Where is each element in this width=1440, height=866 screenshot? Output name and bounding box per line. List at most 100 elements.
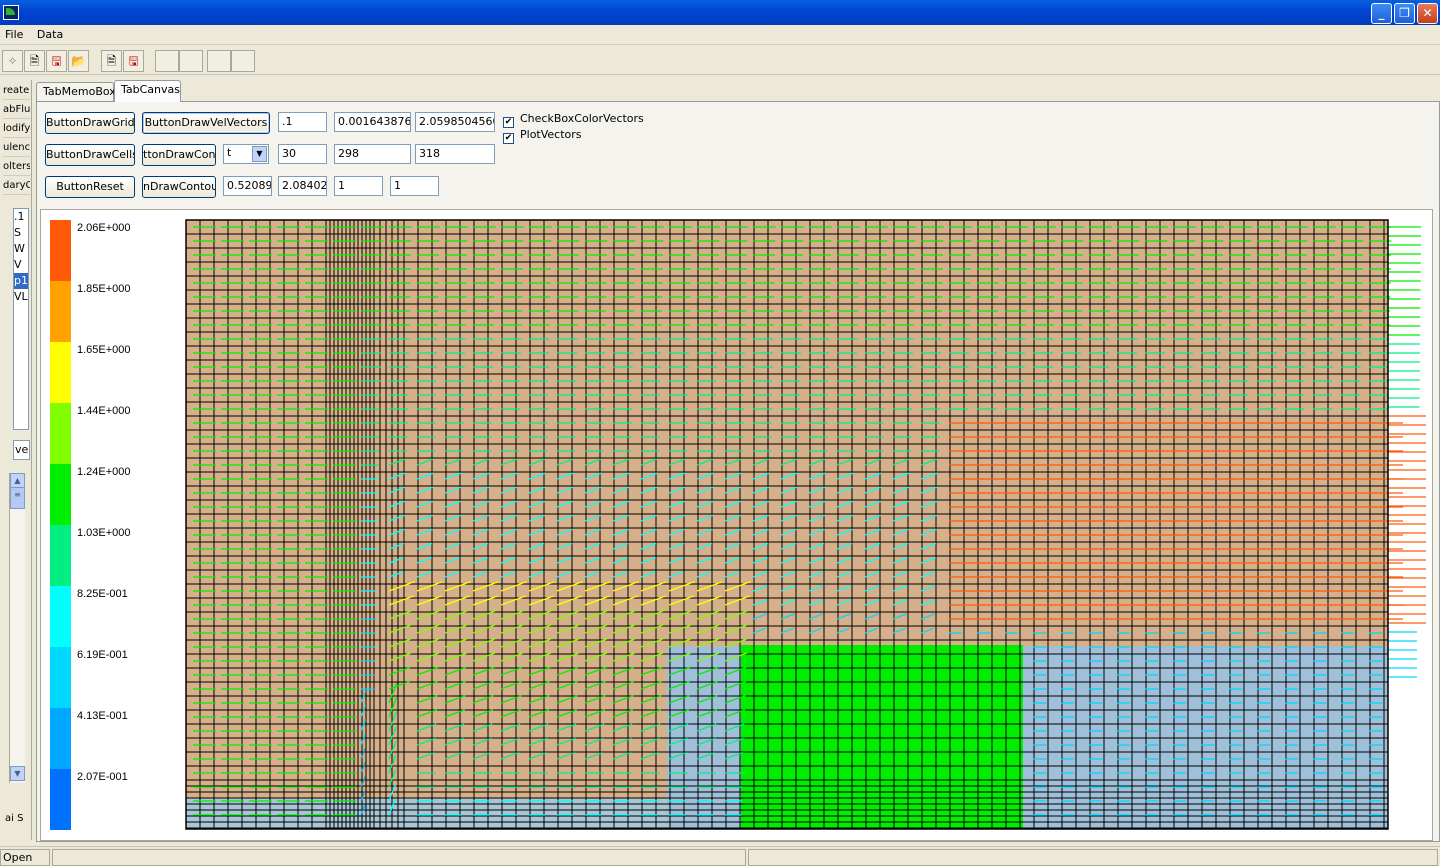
draw-contours-button[interactable]: ttonDrawConto: [142, 144, 216, 166]
field-cell: [606, 433, 638, 465]
variable-listbox[interactable]: .1 S W V p1 VL: [13, 208, 29, 430]
velocity-vector: [640, 581, 667, 592]
velocity-vector: [892, 571, 908, 578]
velocity-vector: [388, 581, 415, 592]
field-cell: [1357, 737, 1389, 769]
velocity-vector: [640, 542, 657, 550]
velocity-vector: [808, 542, 825, 550]
velocity-vector: [500, 609, 526, 620]
field-cell: [726, 615, 758, 647]
menu-data[interactable]: Data: [36, 28, 64, 41]
field-cell: [306, 707, 337, 739]
field-cell: [1207, 402, 1239, 434]
velocity-vector: [780, 472, 798, 480]
field-cell: [817, 402, 848, 434]
list-item[interactable]: .1: [14, 210, 25, 223]
legend-swatch: [50, 525, 71, 586]
param-4-input[interactable]: 1: [390, 176, 439, 196]
copy-icon[interactable]: 🗎: [101, 50, 122, 72]
save-as-icon[interactable]: 🖫: [123, 50, 144, 72]
field-cell: [726, 402, 758, 434]
velocity-vector: [584, 458, 602, 466]
checkbox-check-icon[interactable]: ✔: [503, 133, 514, 144]
color-vectors-checkbox[interactable]: ✔ CheckBoxColorVectors: [503, 112, 644, 128]
contour-min-input[interactable]: 298: [334, 144, 411, 164]
left-tab-fluid[interactable]: abFlu: [3, 101, 30, 119]
field-cell: [516, 524, 548, 556]
field-cell: [576, 433, 608, 465]
velocity-vector: [612, 542, 629, 550]
draw-vel-vectors-button[interactable]: ButtonDrawVelVectors: [142, 112, 270, 134]
velocity-vector: [668, 458, 686, 466]
save-icon[interactable]: 🖫: [46, 50, 67, 72]
velocity-vector: [528, 528, 545, 536]
tab-canvas[interactable]: TabCanvas: [114, 80, 181, 102]
left-tab-modify[interactable]: lodify: [3, 120, 30, 138]
left-tab-solver[interactable]: olters: [3, 158, 30, 176]
max-value-input[interactable]: 2.0598504560: [415, 112, 495, 132]
list-item-selected[interactable]: p1: [14, 273, 28, 289]
field-cell: [1177, 494, 1209, 525]
velocity-vector: [892, 458, 910, 466]
velocity-vector: [360, 804, 366, 816]
contour-max-input[interactable]: 318: [415, 144, 495, 164]
toolbar-blank-button-2[interactable]: [179, 50, 203, 72]
contour-count-input[interactable]: 30: [278, 144, 327, 164]
toolbar-blank-button-3[interactable]: [207, 50, 231, 72]
left-tab-create[interactable]: reate: [3, 82, 30, 100]
velocity-vector: [640, 751, 660, 760]
field-cell: [1207, 220, 1239, 251]
velocity-vector: [780, 571, 796, 578]
scroll-thumb[interactable]: ≡: [10, 487, 25, 509]
close-button[interactable]: ✕: [1417, 3, 1438, 24]
list-item[interactable]: W: [14, 242, 25, 255]
param-2-input[interactable]: 2.08402: [278, 176, 327, 196]
plot-canvas[interactable]: 2.06E+000 1.85E+000 1.65E+000 1.44E+000 1.24…: [40, 209, 1433, 841]
maximize-button[interactable]: ❐: [1394, 3, 1415, 24]
scale-input[interactable]: .1: [278, 112, 327, 132]
left-tab-boundary[interactable]: daryC: [3, 177, 30, 195]
draw-cells-button[interactable]: ButtonDrawCells: [45, 144, 135, 166]
list-item[interactable]: VL: [14, 290, 28, 303]
draw-contours-2-button[interactable]: nDrawContours: [142, 176, 216, 198]
open-folder-icon[interactable]: 📂: [68, 50, 89, 72]
checkbox-check-icon[interactable]: ✔: [503, 117, 514, 128]
scroll-down-icon[interactable]: ▼: [10, 766, 25, 781]
plot-vectors-checkbox[interactable]: ✔ PlotVectors: [503, 128, 582, 144]
field-cell: [997, 524, 1028, 556]
scroll-up-icon[interactable]: ▲: [10, 473, 25, 488]
minimize-button[interactable]: _: [1371, 3, 1392, 24]
param-1-input[interactable]: 0.52089: [223, 176, 272, 196]
open-doc-icon[interactable]: 🗎: [24, 50, 45, 72]
reset-button[interactable]: ButtonReset: [45, 176, 135, 198]
toolbar-blank-button-1[interactable]: [155, 50, 179, 72]
list-item[interactable]: S: [14, 226, 21, 239]
tab-memobox[interactable]: TabMemoBox: [36, 82, 116, 101]
velocity-vector: [864, 627, 878, 634]
velocity-vector: [668, 581, 695, 592]
field-cell: [787, 311, 818, 343]
menu-file[interactable]: File: [5, 28, 24, 41]
velocity-vector: [556, 458, 574, 466]
chevron-down-icon[interactable]: ▼: [252, 146, 267, 162]
field-cell: [1267, 220, 1299, 251]
new-icon[interactable]: ✧: [2, 50, 23, 72]
velocity-vector: [696, 694, 718, 704]
velocity-vector: [640, 723, 661, 732]
left-scrollbar[interactable]: ▲ ≡ ▼: [9, 473, 25, 783]
velocity-vector: [752, 500, 770, 508]
left-tab-turbulence[interactable]: ulenc: [3, 139, 30, 157]
field-cell: [1087, 433, 1119, 465]
velocity-vector: [388, 472, 406, 480]
list-item[interactable]: V: [14, 258, 22, 271]
field-cell: [396, 524, 427, 556]
draw-grid-button[interactable]: ButtonDrawGrid: [45, 112, 135, 134]
variable-combo[interactable]: t ▼: [223, 144, 269, 164]
min-value-input[interactable]: 0.0016438766: [334, 112, 411, 132]
velocity-vector: [808, 613, 823, 620]
left-field[interactable]: ve: [13, 440, 30, 460]
toolbar-blank-button-4[interactable]: [231, 50, 255, 72]
param-3-input[interactable]: 1: [334, 176, 383, 196]
variable-combo-value: t: [227, 146, 232, 159]
velocity-vector: [556, 581, 583, 592]
